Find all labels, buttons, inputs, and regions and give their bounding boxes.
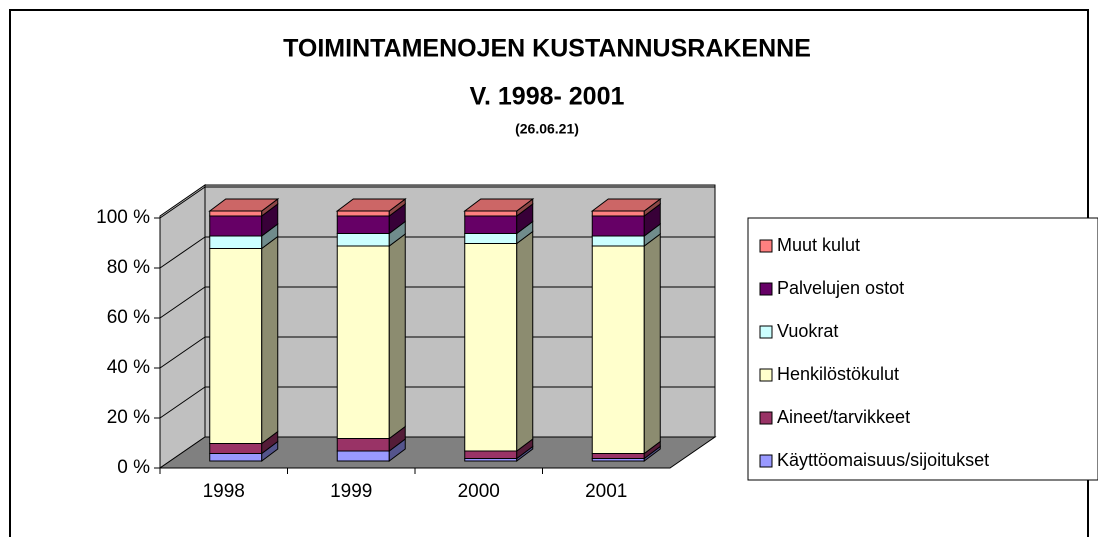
y-tick-label: 20 %: [107, 407, 150, 428]
y-tick-label: 0 %: [117, 457, 150, 478]
legend-swatch: [759, 368, 773, 382]
legend-label: Käyttöomaisuus/sijoitukset: [777, 450, 989, 470]
bar-top: [335, 198, 407, 212]
bar-segment: [591, 245, 645, 454]
legend-swatch: [759, 411, 773, 425]
legend-swatch: [759, 282, 773, 296]
legend-swatch: [759, 239, 773, 253]
legend-label: Palvelujen ostot: [777, 278, 904, 298]
bar-segment: [464, 215, 518, 234]
bar-side: [388, 233, 406, 440]
bar-segment: [591, 215, 645, 237]
legend-swatch: [759, 454, 773, 468]
bar-side: [516, 230, 534, 452]
bar-segment: [209, 235, 263, 249]
legend-label: Muut kulut: [777, 235, 860, 255]
grid-line: [159, 186, 206, 219]
y-tick-label: 100 %: [96, 207, 150, 228]
bar-segment: [336, 215, 390, 234]
bar-segment: [336, 450, 390, 462]
x-tick-label: 1999: [330, 481, 372, 502]
bar-segment: [209, 248, 263, 444]
bar-segment: [336, 245, 390, 439]
bar-segment: [591, 210, 645, 217]
side-wall: [159, 184, 206, 469]
legend-label: Aineet/tarvikkeet: [777, 407, 910, 427]
legend: [747, 217, 1098, 481]
bar-top: [463, 198, 535, 212]
bar-top: [208, 198, 280, 212]
chart-subtitle: V. 1998- 2001: [470, 83, 625, 111]
chart-title: TOIMINTAMENOJEN KUSTANNUSRAKENNE: [283, 35, 811, 63]
y-tick-label: 80 %: [107, 257, 150, 278]
bar-segment: [464, 233, 518, 244]
annotation: (26.06.21): [515, 121, 579, 137]
bar-segment: [464, 210, 518, 217]
grid-line: [159, 386, 206, 419]
x-tick-label: 2001: [585, 481, 627, 502]
bar-side: [261, 235, 279, 445]
bar-top: [590, 198, 662, 212]
bar-segment: [336, 233, 390, 247]
bar-segment: [209, 210, 263, 217]
bar-segment: [336, 210, 390, 217]
x-tick-label: 1998: [203, 481, 245, 502]
bar-segment: [209, 215, 263, 237]
y-tick-label: 60 %: [107, 307, 150, 328]
legend-swatch: [759, 325, 773, 339]
bar-segment: [209, 453, 263, 462]
y-tick-label: 40 %: [107, 357, 150, 378]
bar-segment: [591, 453, 645, 459]
grid-line: [159, 286, 206, 319]
bar-segment: [464, 450, 518, 459]
bar-segment: [209, 443, 263, 454]
bar-side: [643, 233, 661, 455]
bar-segment: [336, 438, 390, 452]
x-tick-label: 2000: [458, 481, 500, 502]
legend-label: Henkilöstökulut: [777, 364, 899, 384]
legend-label: Vuokrat: [777, 321, 838, 341]
grid-line: [159, 236, 206, 269]
grid-line: [159, 336, 206, 369]
bar-segment: [591, 235, 645, 247]
bar-segment: [464, 243, 518, 452]
